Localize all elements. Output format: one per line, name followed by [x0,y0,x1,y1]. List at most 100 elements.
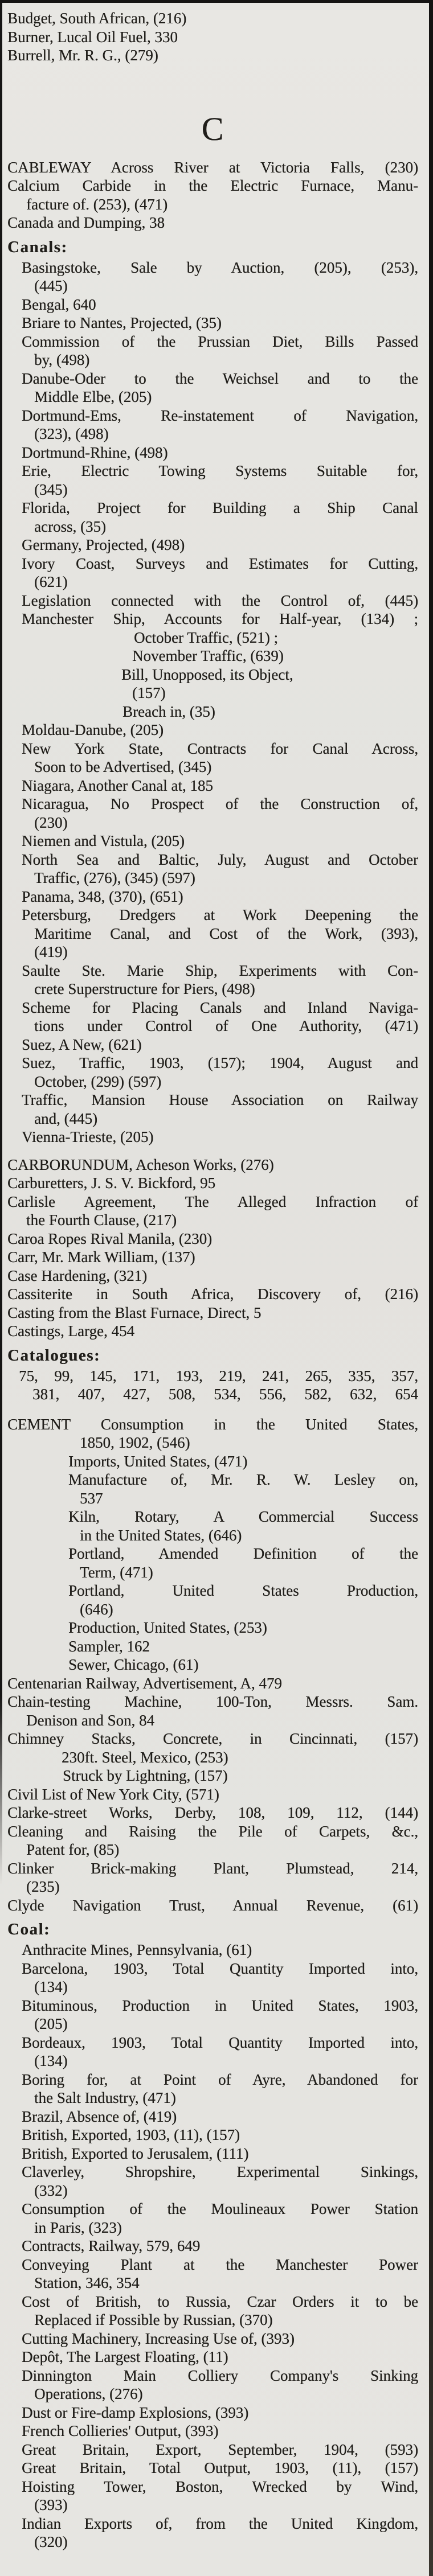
index-entry-line: Cost of British, to Russia, Czar Orders … [22,2292,418,2310]
index-entry-line: Kiln, Rotary, A Commercial Success [68,1508,418,1525]
index-entry-line: (332) [34,2181,68,2199]
index-entry-line: Panama, 348, (370), (651) [22,888,183,905]
index-entry-line: the Fourth Clause, (217) [26,1211,177,1229]
index-entry-line: British, Exported, 1903, (11), (157) [22,2126,240,2143]
index-entry-line: Clyde Navigation Trust, Annual Revenue, … [7,1896,418,1914]
index-entry-line: Civil List of New York City, (571) [7,1785,219,1803]
index-entry-line: October Traffic, (521) ; [134,628,278,646]
index-entry-line: Claverley, Shropshire, Experimental Sink… [22,2163,418,2180]
index-entry-line: Bill, Unopposed, its Object, [121,665,293,683]
index-entry-line: CEMENT Consumption in the United States, [7,1415,418,1433]
index-entry-line: Carlisle Agreement, The Alleged Infracti… [7,1193,418,1210]
index-entry-line: Moldau-Danube, (205) [22,721,164,738]
index-entry-line: Castings, Large, 454 [7,1322,134,1340]
index-entry-line: Casting from the Blast Furnace, Direct, … [7,1304,262,1321]
index-entry-line: Anthracite Mines, Pennsylvania, (61) [22,1941,252,1958]
index-entries-bu: Budget, South African, (216) Burner, Luca… [0,9,425,65]
index-entry-line: Traffic, Mansion House Association on Ra… [22,1091,418,1108]
carborundum-entries: CARBORUNDUM, Acheson Works, (276) Carbure… [0,1156,425,1341]
index-entry-line: Portland, Amended Definition of the [68,1545,418,1562]
index-entry-line: 381, 407, 427, 508, 534, 556, 582, 632, … [32,1386,418,1403]
index-entry-line: CABLEWAY Across River at Victoria Falls,… [7,158,418,176]
index-entry-line: Denison and Son, 84 [26,1711,154,1729]
index-entry-line: Dinnington Main Colliery Company's Sinki… [22,2367,418,2384]
index-entry-line: Soon to be Advertised, (345) [34,758,212,775]
index-entry-line: Conveying Plant at the Manchester Power [22,2255,418,2273]
index-entry-line: Patent for, (85) [26,1841,120,1858]
index-entry-line: Struck by Lightning, (157) [63,1767,228,1784]
index-entry-line: Sampler, 162 [68,1637,150,1655]
index-entry-line: (320) [34,2533,68,2550]
index-entry-line: Clarke-street Works, Derby, 108, 109, 11… [7,1804,418,1821]
index-entry-line: Scheme for Placing Canals and Inland Nav… [22,999,418,1016]
index-entry-line: in Paris, (323) [34,2218,122,2236]
index-entry-line: Carr, Mr. Mark William, (137) [7,1248,195,1266]
index-entry-line: Consumption of the Moulineaux Power Stat… [22,2200,418,2217]
index-entry-line: CARBORUNDUM, Acheson Works, (276) [7,1156,274,1173]
section-letter-heading: C [201,110,224,147]
index-entry-line: Boring for, at Point of Ayre, Abandoned … [22,2070,418,2088]
index-entry-line: Case Hardening, (321) [7,1267,148,1284]
index-entry-line: Niemen and Vistula, (205) [22,832,185,849]
column-rule-right [429,0,433,2576]
index-entry-line: Dortmund-Ems, Re-instatement of Navigati… [22,406,418,424]
catalogues-numbers: 75, 99, 145, 171, 193, 219, 241, 265, 33… [0,1367,425,1404]
index-entry-line: Suez, A New, (621) [22,1036,142,1053]
index-subheading: Canals: [7,237,68,256]
index-entry-line: 537 [80,1489,103,1507]
coal-entries: Anthracite Mines, Pennsylvania, (61) Barc… [0,1941,425,2552]
index-entry-line: (230) [34,814,68,831]
index-subheading: Coal: [7,1920,51,1938]
index-entry-line: (646) [80,1600,113,1618]
index-entry-line: Canada and Dumping, 38 [7,214,165,231]
index-entry-line: Chimney Stacks, Concrete, in Cincinnati,… [7,1730,418,1747]
section-gap [0,1147,425,1156]
page-edge-left [0,0,2,1884]
index-entry-line: (419) [34,943,68,960]
index-entry-line: Great Britain, Total Output, 1903, (11),… [22,2459,418,2476]
index-column: Budget, South African, (216) Burner, Luca… [0,9,425,2552]
index-entry-line: Burrell, Mr. R. G., (279) [7,47,158,64]
index-entry-line: Cutting Machinery, Increasing Use of, (3… [22,2330,295,2347]
index-entry-line: and, (445) [34,1110,97,1127]
index-entry-line: (621) [34,573,68,590]
index-entry-line: Niagara, Another Canal at, 185 [22,777,213,794]
section-gap [0,1404,425,1415]
index-entry-line: Suez, Traffic, 1903, (157); 1904, August… [22,1054,418,1071]
index-entry-line: 1850, 1902, (546) [80,1434,190,1451]
index-entry-line: Barcelona, 1903, Total Quantity Imported… [22,1959,418,1977]
index-entry-line: Burner, Lucal Oil Fuel, 330 [7,28,178,46]
index-entry-line: Caroa Ropes Rival Manila, (230) [7,1230,213,1247]
index-entry-line: (134) [34,1978,68,1995]
index-entry-line: Replaced if Possible by Russian, (370) [34,2311,273,2328]
index-entry-line: Operations, (276) [34,2385,143,2402]
index-entry-line: Imports, United States, (471) [68,1452,248,1470]
index-entry-line: Clinker Brick-making Plant, Plumstead, 2… [7,1859,418,1877]
index-entry-line: Bengal, 640 [22,295,96,313]
index-entry-line: Danube-Oder to the Weichsel and to the [22,369,418,387]
index-entry-line: Middle Elbe, (205) [34,388,152,405]
index-entry-line: Dortmund-Rhine, (498) [22,443,168,461]
index-entry-line: Cassiterite in South Africa, Discovery o… [7,1285,418,1303]
index-entry-line: Term, (471) [80,1563,153,1581]
index-entry-line: (157) [132,684,166,701]
index-entry-line: Florida, Project for Building a Ship Can… [22,499,418,516]
index-entry-line: Maritime Canal, and Cost of the Work, (3… [34,925,418,942]
index-entry-line: (445) [34,277,68,294]
index-entry-line: Station, 346, 354 [34,2274,140,2291]
index-entry-line: (393) [34,2496,68,2513]
index-entry-line: tions under Control of One Authority, (4… [34,1017,418,1034]
index-entry-line: French Collieries' Output, (393) [22,2422,219,2439]
index-entry-line: the Salt Industry, (471) [34,2089,176,2106]
index-entry-line: crete Superstructure for Piers, (498) [34,980,255,997]
index-entries-ca: CABLEWAY Across River at Victoria Falls,… [0,158,425,232]
index-entry-line: Brazil, Absence of, (419) [22,2107,177,2125]
index-entry-line: Commission of the Prussian Diet, Bills P… [22,332,418,350]
index-entry-line: (345) [34,480,68,498]
index-entry-line: Saulte Ste. Marie Ship, Experiments with… [22,962,418,979]
index-entry-line: (134) [34,2052,68,2069]
canals-entries: Basingstoke, Sale by Auction, (205), (25… [0,258,425,1147]
index-entry-line: Cleaning and Raising the Pile of Carpets… [7,1822,418,1840]
index-entry-line: Great Britain, Export, September, 1904, … [22,2441,418,2458]
